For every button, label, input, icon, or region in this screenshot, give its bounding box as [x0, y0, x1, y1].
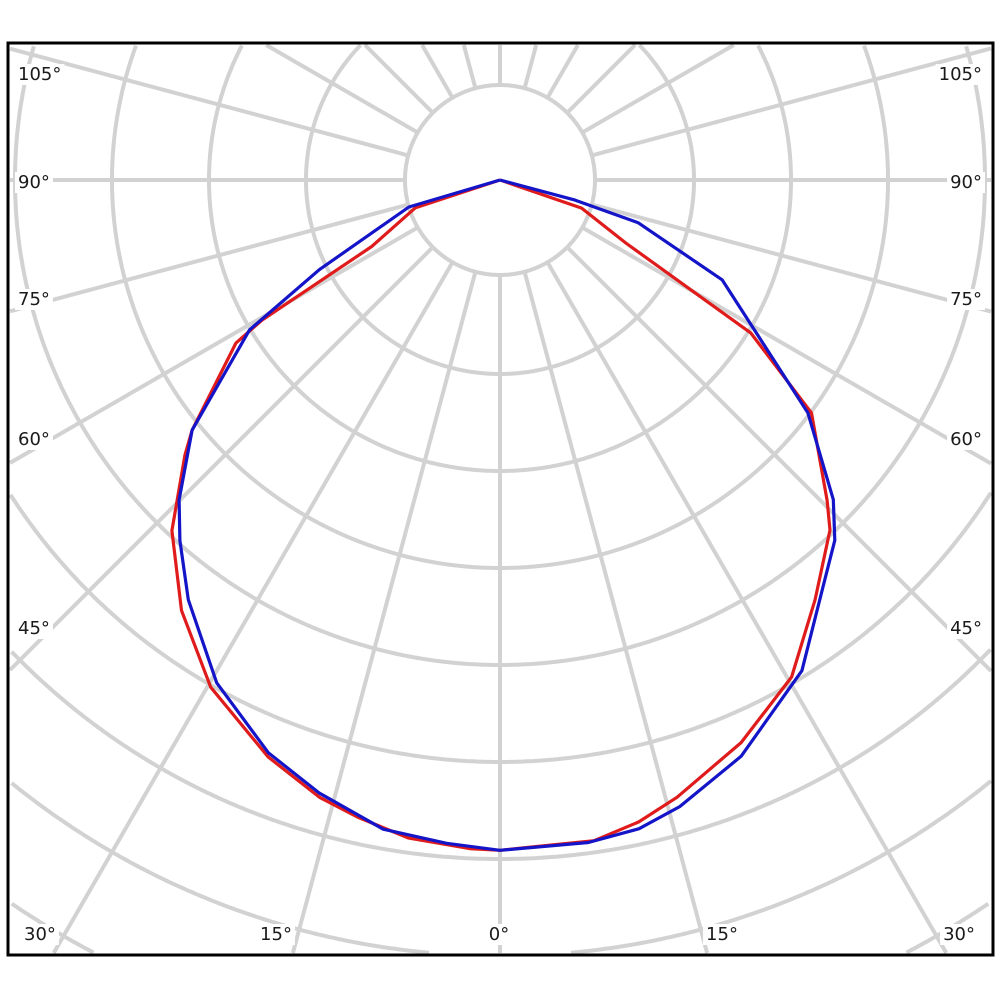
series-curve-2: [177, 178, 837, 852]
grid-spoke: [581, 225, 993, 466]
right-label-90: 90°: [950, 172, 982, 193]
grid-ring: [570, 779, 993, 955]
label-background: [15, 64, 65, 85]
left-label-60: 60°: [18, 429, 50, 450]
label-background: [935, 64, 985, 85]
angle-labels: 105° 90° 75° 60° 45° 30° 105° 90° 75° 60…: [15, 64, 985, 945]
left-label-45: 45°: [18, 618, 50, 639]
grid-spoke: [545, 261, 949, 955]
label-background: [947, 172, 985, 193]
curves: [170, 178, 837, 852]
label-background: [15, 172, 53, 193]
label-background: [15, 289, 53, 310]
grid-spoke: [545, 44, 580, 99]
chart-frame: [6, 41, 995, 957]
left-label-105: 105°: [18, 64, 61, 85]
grid-spoke: [522, 44, 539, 89]
grid-ring: [500, 43, 696, 376]
grid-ring: [8, 493, 500, 764]
grid-spoke: [9, 202, 409, 314]
label-background: [947, 618, 985, 639]
grid-spoke: [8, 245, 435, 672]
grid-spoke: [9, 46, 409, 158]
grid-spoke: [591, 46, 992, 158]
grid-spoke: [265, 43, 419, 135]
grid-ring: [110, 44, 500, 570]
label-background: [947, 289, 985, 310]
grid-spoke: [51, 261, 455, 955]
grid-ring: [500, 648, 992, 861]
bottom-label-15-right: 15°: [706, 924, 738, 945]
right-label-105: 105°: [939, 64, 982, 85]
label-background: [703, 924, 741, 945]
label-background: [485, 924, 513, 945]
grid-ring: [500, 45, 987, 667]
grid-ring: [10, 781, 430, 955]
label-background: [15, 429, 53, 450]
grid-spoke: [581, 43, 735, 135]
bottom-label-0: 0°: [489, 924, 509, 945]
left-label-75: 75°: [18, 289, 50, 310]
bottom-label-15-left: 15°: [260, 924, 292, 945]
grid-ring: [304, 43, 500, 376]
polar-grid: [8, 43, 993, 955]
grid-spoke: [290, 271, 478, 954]
left-label-90: 90°: [18, 172, 50, 193]
grid-ring: [13, 45, 500, 667]
label-background: [15, 618, 53, 639]
right-label-60: 60°: [950, 429, 982, 450]
grid-spoke: [420, 44, 455, 99]
grid-ring: [500, 491, 993, 764]
right-label-75: 75°: [950, 289, 982, 310]
right-label-30: 30°: [943, 924, 975, 945]
grid-ring: [10, 650, 500, 861]
grid-spoke: [461, 44, 478, 89]
grid-ring: [500, 44, 890, 570]
right-label-45: 45°: [950, 618, 982, 639]
label-background: [257, 924, 295, 945]
grid-spoke: [565, 245, 993, 673]
grid-spoke: [522, 271, 710, 954]
left-label-30: 30°: [24, 924, 56, 945]
label-background: [940, 924, 978, 945]
grid-spoke: [591, 202, 992, 314]
grid-spoke: [363, 43, 435, 115]
grid-spoke: [8, 225, 419, 465]
grid-spoke: [565, 43, 637, 115]
label-background: [947, 429, 985, 450]
label-background: [21, 924, 59, 945]
